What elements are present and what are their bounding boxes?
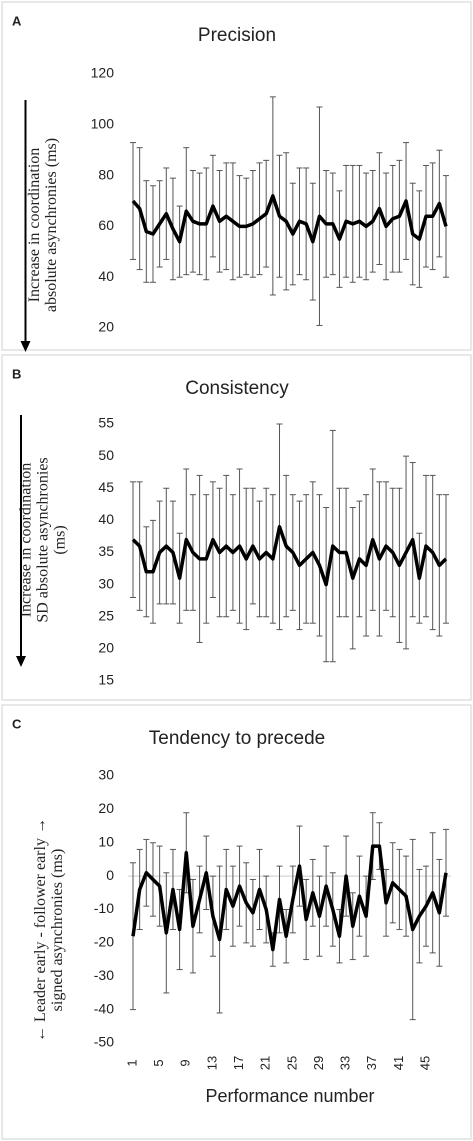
- panel-border: [1, 704, 472, 1140]
- axis-arrow-head: [20, 341, 31, 352]
- mean-line: [131, 844, 448, 952]
- y-tick-label: 35: [98, 543, 114, 559]
- y-tick-label: 20: [98, 319, 114, 335]
- x-tick-label: 9: [178, 1059, 193, 1066]
- x-tick-label: 41: [391, 1056, 406, 1070]
- panel-label: C: [12, 716, 22, 731]
- chart-title: Tendency to precede: [149, 728, 325, 749]
- x-tick-label: 45: [417, 1056, 432, 1070]
- y-tick-label: 100: [91, 116, 115, 132]
- y-axis-label: signed asynchronies (ms): [49, 849, 66, 1012]
- y-tick-label: 50: [98, 447, 114, 463]
- y-tick-label: -50: [94, 1034, 114, 1050]
- y-tick-label: -10: [94, 900, 114, 916]
- y-axis-label: SD absolute asynchronies: [35, 457, 52, 622]
- chart-title: Precision: [198, 25, 276, 46]
- y-axis-label: ← Leader early - follower early →: [32, 818, 49, 1042]
- y-tick-label: 20: [98, 800, 114, 816]
- y-axis-label: absolute asynchronies (ms): [43, 138, 60, 312]
- y-axis-label: Increase in coordination: [26, 148, 43, 303]
- panel-label: A: [12, 13, 22, 28]
- x-tick-label: 37: [364, 1056, 379, 1070]
- y-tick-label: 80: [98, 166, 114, 182]
- y-tick-label: 55: [98, 415, 114, 431]
- x-tick-label: 25: [284, 1056, 299, 1070]
- y-tick-label: -30: [94, 967, 114, 983]
- x-tick-label: 5: [151, 1059, 166, 1066]
- y-tick-label: 60: [98, 217, 114, 233]
- y-tick-label: 25: [98, 607, 114, 623]
- y-tick-label: 40: [98, 511, 114, 527]
- y-tick-label: 45: [98, 479, 114, 495]
- y-tick-label: 0: [106, 867, 114, 883]
- panel-border: [1, 1, 472, 351]
- chart-title: Consistency: [185, 378, 289, 399]
- y-axis-label: (ms): [52, 525, 69, 554]
- y-tick-label: 30: [98, 767, 114, 783]
- y-tick-label: 15: [98, 672, 114, 688]
- axis-arrow-head: [16, 656, 26, 667]
- x-tick-label: 13: [204, 1056, 219, 1070]
- y-tick-label: 120: [91, 65, 115, 81]
- panel-border: [1, 354, 472, 701]
- x-tick-label: 21: [258, 1056, 273, 1070]
- y-tick-label: 30: [98, 575, 114, 591]
- x-tick-label: 17: [231, 1056, 246, 1070]
- y-tick-label: -40: [94, 1000, 114, 1016]
- x-tick-label: 29: [311, 1056, 326, 1070]
- panel-label: B: [12, 366, 21, 381]
- y-tick-label: 20: [98, 640, 114, 656]
- y-tick-label: 10: [98, 833, 114, 849]
- x-tick-label: 1: [124, 1059, 139, 1066]
- x-tick-label: 33: [338, 1056, 353, 1070]
- mean-line: [131, 525, 448, 587]
- mean-line: [131, 194, 448, 244]
- y-tick-label: 40: [98, 268, 114, 284]
- x-axis-label: Performance number: [205, 1086, 374, 1106]
- y-tick-label: -20: [94, 934, 114, 950]
